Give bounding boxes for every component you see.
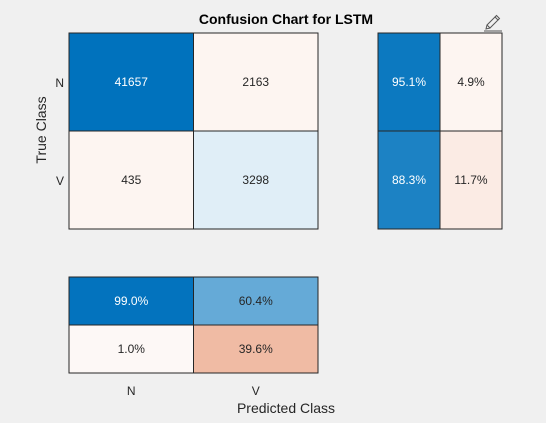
row-summary-cell-label: 4.9% (457, 75, 485, 89)
tick-labels: N V N V (55, 76, 259, 398)
matrix-cell-label: 41657 (115, 75, 149, 89)
column-summary-cell (193, 276, 319, 326)
column-summary-cell-label: 99.0% (114, 294, 148, 308)
row-summary-cell (377, 32, 441, 132)
row-summary-matrix: 95.1% 4.9% 88.3% 11.7% (377, 32, 503, 230)
row-summary-cell-label: 11.7% (454, 173, 487, 187)
column-summary-cell-label: 60.4% (239, 294, 273, 308)
column-summary-cell (193, 324, 319, 374)
y-axis-label: True Class (33, 96, 49, 163)
row-summary-cell (377, 130, 441, 230)
matrix-cell (193, 130, 319, 230)
matrix-cell (68, 130, 194, 230)
matrix-cell-label: 3298 (242, 173, 269, 187)
x-tick-label: N (127, 384, 136, 398)
y-tick-label: V (56, 174, 64, 188)
matrix-cell-label: 435 (121, 173, 141, 187)
edit-pencil-icon[interactable] (484, 14, 502, 32)
column-summary-matrix: 99.0% 60.4% 1.0% 39.6% (68, 276, 319, 374)
x-axis-label: Predicted Class (237, 400, 335, 416)
x-tick-label: V (252, 384, 260, 398)
confusion-matrix: 41657 2163 435 3298 (68, 32, 319, 230)
y-tick-label: N (55, 76, 64, 90)
row-summary-cell (439, 32, 503, 132)
chart-title: Confusion Chart for LSTM (199, 11, 373, 27)
row-summary-cell (439, 130, 503, 230)
matrix-cell (193, 32, 319, 132)
column-summary-cell-label: 1.0% (118, 342, 146, 356)
row-summary-cell-label: 88.3% (392, 173, 426, 187)
row-summary-cell-label: 95.1% (392, 75, 426, 89)
column-summary-cell-label: 39.6% (239, 342, 273, 356)
matrix-cell-label: 2163 (242, 75, 269, 89)
matrix-cell (68, 32, 194, 132)
